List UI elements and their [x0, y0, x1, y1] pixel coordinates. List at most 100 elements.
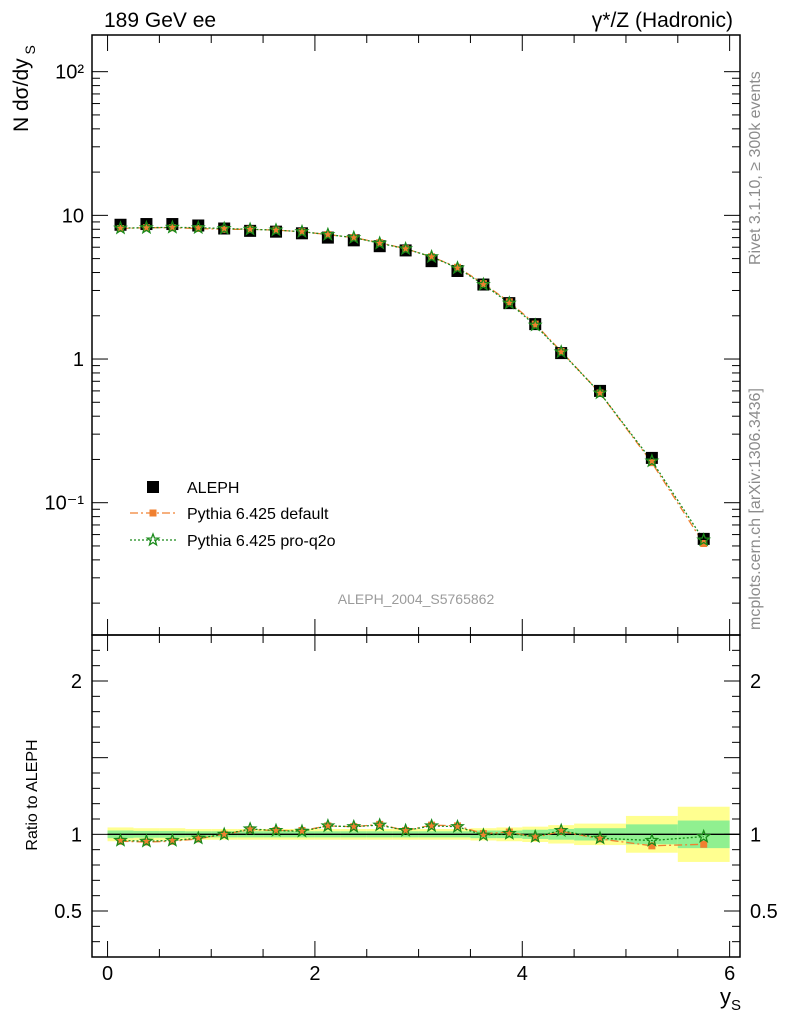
energy-title: 189 GeV ee	[104, 9, 216, 32]
ratio-point-pythia-pro-q2o	[398, 822, 414, 837]
x-tick-label: 2	[309, 963, 320, 985]
analysis-id-label: ALEPH_2004_S5765862	[338, 591, 495, 607]
data-point-pythia-default	[479, 280, 487, 288]
data-point-pythia-default	[350, 234, 358, 242]
data-point-pythia-pro-q2o	[190, 219, 206, 235]
y-tick-label-ratio-right: 0.5	[750, 901, 778, 923]
legend: ALEPH Pythia 6.425 default Pythia 6.425 pr…	[130, 480, 336, 550]
data-point-pythia-pro-q2o	[450, 260, 465, 275]
ratio-point-pythia-pro-q2o	[501, 825, 517, 840]
ratio-point-pythia-default	[505, 828, 513, 836]
y-tick-label-ratio: 0.5	[54, 901, 82, 923]
ratio-point-pythia-pro-q2o	[527, 828, 543, 843]
data-point-pythia-pro-q2o	[346, 229, 362, 245]
ratio-point-pythia-default	[557, 827, 565, 835]
x-tick-label: 4	[517, 963, 528, 985]
ratio-point-pythia-default	[324, 822, 332, 830]
ratio-point-pythia-pro-q2o	[113, 832, 128, 847]
data-point-pythia-pro-q2o	[398, 240, 414, 256]
ratio-point-pythia-default	[402, 827, 410, 834]
ratio-point-pythia-pro-q2o	[242, 821, 258, 836]
data-point-pythia-default	[298, 228, 306, 236]
ratio-point-pythia-default	[648, 842, 656, 850]
ratio-point-pythia-pro-q2o	[216, 826, 232, 841]
y-axis-title-ratio: Ratio to ALEPH	[24, 739, 41, 850]
ratio-point-pythia-pro-q2o	[268, 822, 284, 837]
ratio-point-pythia-pro-q2o	[164, 832, 180, 847]
data-point-pythia-pro-q2o	[527, 317, 543, 332]
ratio-point-pythia-pro-q2o	[644, 832, 660, 847]
data-point-pythia-pro-q2o	[423, 248, 440, 264]
y-tick-label-main: 1	[73, 349, 84, 371]
data-point-pythia-pro-q2o	[501, 295, 517, 310]
ratio-point-pythia-default	[117, 837, 125, 845]
data-point-pythia-default	[194, 224, 202, 232]
data-point-pythia-pro-q2o	[138, 219, 154, 235]
data-point-pythia-default	[272, 226, 280, 234]
x-axis-title: yS	[720, 984, 741, 1014]
ratio-point-pythia-default	[479, 830, 487, 838]
legend-entry-label: Pythia 6.425 default	[187, 506, 329, 523]
ratio-point-pythia-default	[350, 823, 358, 831]
main-panel: 10⁻¹ 1 10 10² ALEPH_2004_S5765862 ALEPH Pyth…	[45, 34, 741, 636]
data-point-pythia-default	[531, 320, 539, 328]
ratio-point-pythia-pro-q2o	[475, 827, 491, 842]
ratio-point-pythia-pro-q2o	[346, 818, 362, 833]
data-point-pythia-pro-q2o	[216, 220, 232, 235]
data-point-pythia-pro-q2o	[644, 453, 660, 468]
data-point-pythia-pro-q2o	[553, 344, 569, 359]
ratio-point-pythia-pro-q2o	[372, 817, 388, 832]
legend-entry-label: ALEPH	[187, 480, 239, 497]
ratio-point-pythia-pro-q2o	[138, 833, 154, 848]
plot-frame-ratio	[91, 634, 741, 958]
ratio-point-pythia-default	[272, 827, 280, 834]
y-tick-label-main: 10⁻¹	[45, 493, 85, 515]
data-point-pythia-default	[505, 298, 513, 306]
mcplots-label: mcplots.cern.ch [arXiv:1306.3436]	[747, 388, 764, 630]
data-point-pythia-pro-q2o	[372, 235, 388, 250]
legend-marker-aleph	[147, 481, 159, 493]
data-point-pythia-default	[117, 224, 125, 232]
ratio-point-pythia-pro-q2o	[294, 823, 310, 838]
legend-entry-label: Pythia 6.425 pro-q2o	[187, 533, 336, 550]
data-point-pythia-default	[220, 225, 228, 233]
ratio-point-pythia-default	[531, 833, 539, 841]
ratio-point-pythia-default	[220, 830, 228, 838]
rivet-version-label: Rivet 3.1.10, ≥ 300k events	[747, 71, 764, 265]
ratio-point-pythia-pro-q2o	[450, 818, 465, 833]
ratio-point-pythia-default	[194, 835, 202, 843]
data-point-pythia-pro-q2o	[475, 276, 491, 291]
ratio-point-pythia-default	[376, 820, 384, 828]
y-tick-label-main: 10²	[55, 62, 84, 84]
data-point-pythia-pro-q2o	[113, 220, 128, 235]
data-point-pythia-default	[428, 253, 436, 261]
ratio-point-pythia-default	[168, 837, 176, 845]
data-point-pythia-default	[402, 245, 410, 253]
y-tick-label-main: 10	[62, 205, 84, 227]
ratio-point-pythia-pro-q2o	[423, 817, 440, 833]
ratio-point-pythia-default	[298, 827, 306, 834]
ratio-point-pythia-pro-q2o	[320, 818, 336, 833]
data-point-pythia-default	[376, 239, 384, 247]
data-point-pythia-pro-q2o	[592, 385, 608, 400]
data-point-pythia-pro-q2o	[242, 221, 258, 236]
data-point-pythia-default	[557, 347, 565, 355]
ratio-point-pythia-pro-q2o	[190, 830, 206, 845]
ratio-point-pythia-default	[453, 822, 461, 830]
data-point-pythia-pro-q2o	[164, 219, 180, 234]
x-tick-label: 0	[102, 963, 113, 985]
data-point-pythia-pro-q2o	[294, 223, 310, 239]
ratio-point-pythia-default	[700, 840, 708, 848]
ratio-point-pythia-default	[142, 838, 150, 846]
y-tick-label-ratio-right: 1	[750, 824, 761, 846]
data-point-pythia-pro-q2o	[268, 222, 284, 237]
data-point-pythia-default	[648, 459, 656, 467]
y-tick-label-ratio-right: 2	[750, 671, 761, 693]
ratio-point-pythia-default	[246, 826, 254, 834]
ratio-point-pythia-pro-q2o	[696, 828, 712, 843]
data-point-pythia-default	[168, 224, 176, 232]
data-point-pythia-default	[596, 389, 604, 397]
data-point-pythia-default	[246, 225, 254, 233]
ratio-point-pythia-default	[596, 835, 604, 843]
